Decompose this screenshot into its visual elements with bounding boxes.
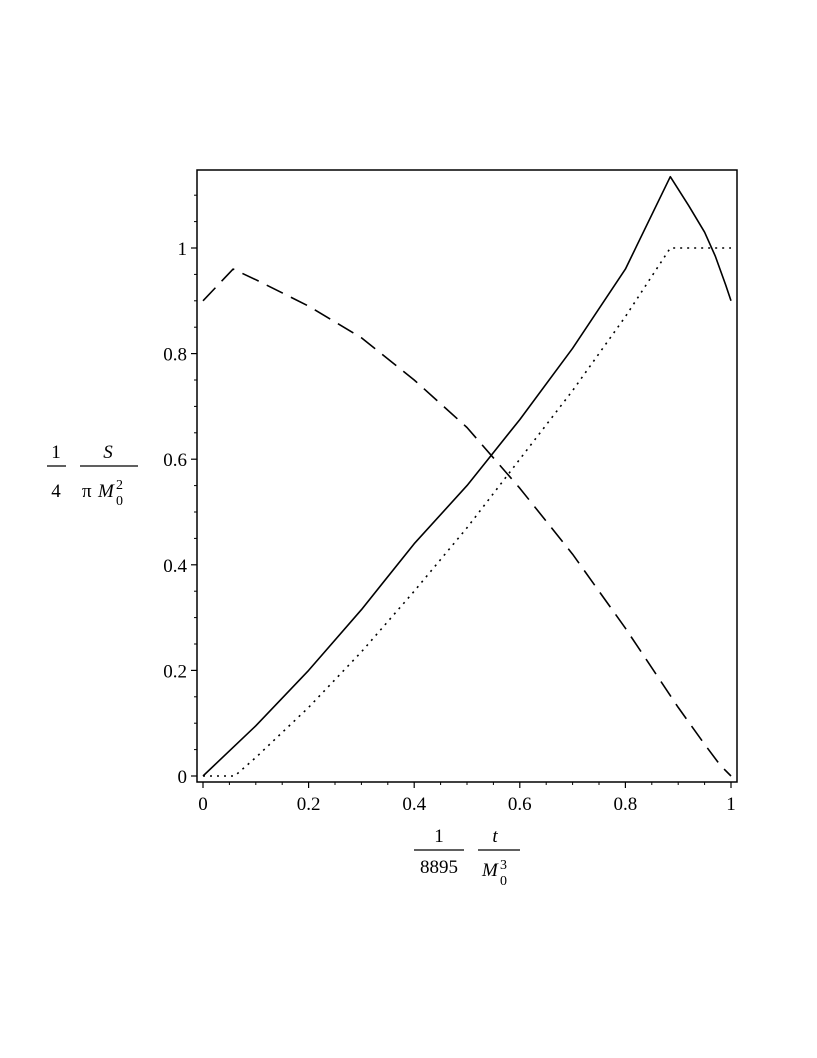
ylabel-coeff-num: 1 (51, 442, 61, 463)
ylabel-den-sub: 0 (116, 494, 123, 509)
ylabel-den-prefix: π (82, 481, 92, 502)
y-tick-label: 0 (178, 767, 188, 788)
dotted-series-line (203, 247, 731, 777)
x-axis-ticks: 0 0.2 0.4 0.6 0.8 1 (198, 782, 736, 815)
ylabel-num-var: S (103, 442, 113, 463)
plot-frame (196, 169, 738, 783)
y-tick-label: 0.6 (163, 450, 187, 471)
x-tick-label: 0.2 (297, 794, 321, 815)
y-axis-label: 1 4 S π M 0 2 (47, 442, 138, 509)
xlabel-den-var: M (481, 860, 499, 881)
ylabel-den-sup: 2 (116, 478, 123, 493)
y-tick-label: 0.2 (163, 661, 187, 682)
dashed-series-line (202, 268, 732, 777)
y-axis-ticks: 0 0.2 0.4 0.6 0.8 1 (163, 194, 197, 788)
x-tick-label: 1 (726, 794, 736, 815)
ylabel-den-var: M (97, 481, 115, 502)
xlabel-den-sub: 0 (500, 874, 507, 889)
xlabel-num-var: t (492, 826, 498, 847)
x-tick-label: 0 (198, 794, 208, 815)
xlabel-den-sup: 3 (500, 858, 507, 873)
y-tick-label: 0.4 (163, 556, 187, 577)
ylabel-coeff-den: 4 (51, 481, 61, 502)
y-tick-label: 1 (178, 239, 188, 260)
solid-series-line (202, 175, 732, 777)
series-layer (202, 175, 732, 777)
x-tick-label: 0.6 (508, 794, 532, 815)
x-tick-label: 0.4 (402, 794, 426, 815)
x-tick-label: 0.8 (614, 794, 638, 815)
xlabel-coeff-den: 8895 (420, 857, 458, 878)
y-tick-label: 0.8 (163, 345, 187, 366)
x-axis-label: 1 8895 t M 0 3 (414, 826, 520, 889)
xlabel-coeff-num: 1 (434, 826, 444, 847)
